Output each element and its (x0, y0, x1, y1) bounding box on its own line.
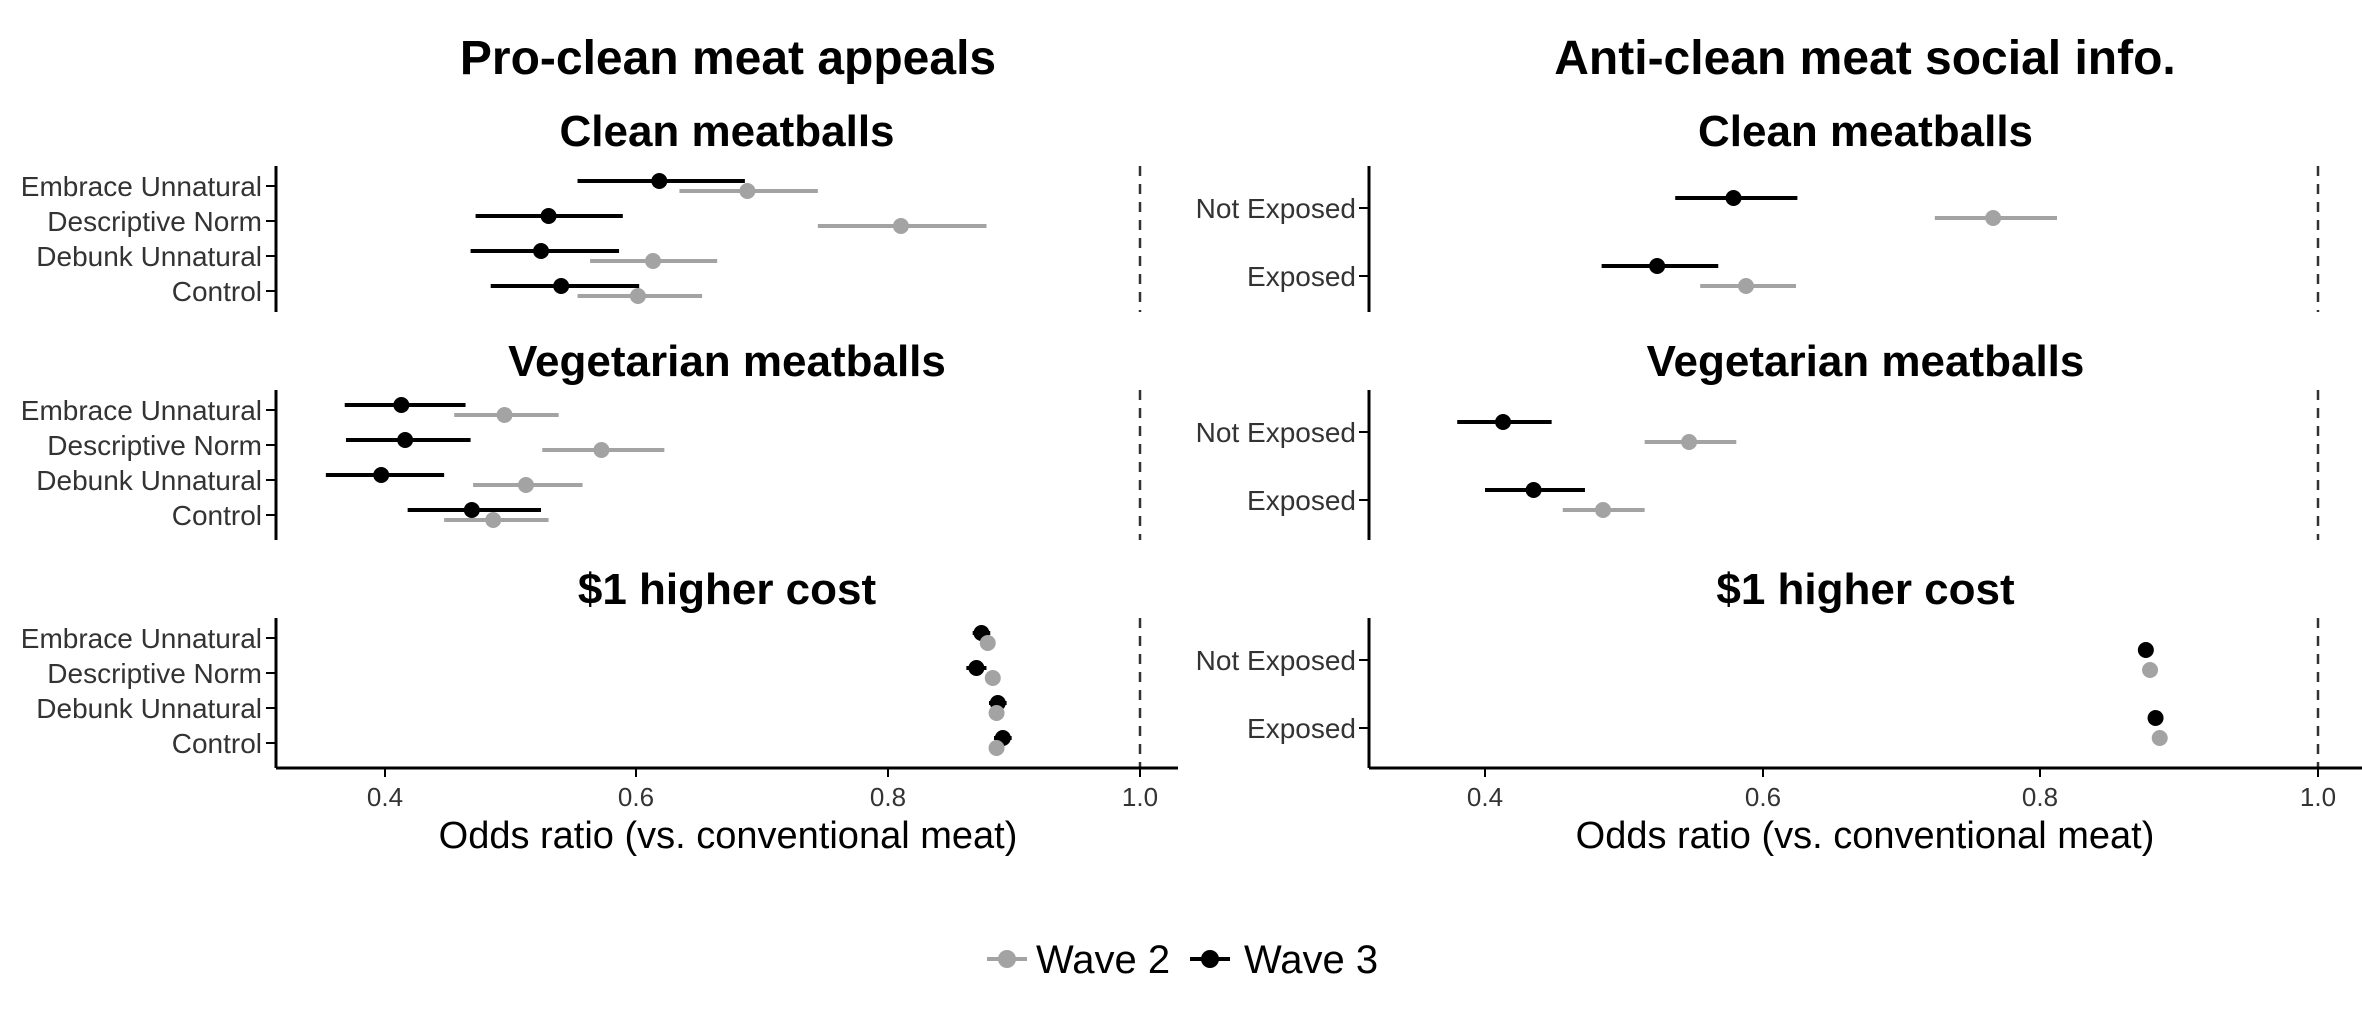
left-category-label: Control (172, 276, 262, 307)
right-category-label: Not Exposed (1196, 193, 1356, 224)
left-panel-2: Vegetarian meatballs Embrace Unnatural Des… (21, 337, 1142, 540)
left-category-label: Embrace Unnatural (21, 623, 262, 654)
right-panel-title: $1 higher cost (1716, 565, 2015, 614)
legend-wave3-marker (1201, 950, 1219, 968)
right-x-tick-label: 0.8 (2022, 782, 2058, 812)
right-panel-title: Vegetarian meatballs (1647, 337, 2085, 386)
wave3-point (651, 173, 668, 189)
right-x-tick-label: 1.0 (2300, 782, 2336, 812)
right-category-label: Not Exposed (1196, 417, 1356, 448)
right-panel-title: Clean meatballs (1698, 107, 2033, 156)
left-x-tick-label: 0.6 (618, 782, 654, 812)
left-category-label: Descriptive Norm (47, 658, 262, 689)
legend: Wave 2 Wave 3 (987, 938, 1378, 982)
wave2-point (1595, 502, 1612, 518)
right-column-title: Anti-clean meat social info. (1554, 32, 2175, 85)
wave3-point (2147, 710, 2164, 726)
wave3-point (2137, 642, 2154, 658)
legend-wave2-marker (998, 950, 1016, 968)
left-panel-title: $1 higher cost (578, 565, 877, 614)
right-x-tick-label: 0.4 (1467, 782, 1503, 812)
legend-wave3-label: Wave 3 (1244, 938, 1378, 982)
right-x-axis-title: Odds ratio (vs. conventional meat) (1576, 815, 2155, 857)
wave2-point (739, 183, 756, 199)
left-column-title: Pro-clean meat appeals (460, 32, 996, 85)
left-x-tick-label: 0.8 (870, 782, 906, 812)
wave3-point (968, 660, 985, 676)
legend-wave2-label: Wave 2 (1036, 938, 1170, 982)
right-panel-1: Clean meatballs Not Exposed Exposed (1196, 107, 2320, 312)
wave3-point (553, 278, 570, 294)
left-panel-title: Vegetarian meatballs (508, 337, 946, 386)
wave3-point (540, 208, 557, 224)
left-category-label: Embrace Unnatural (21, 171, 262, 202)
wave3-point (393, 397, 410, 413)
right-category-label: Exposed (1247, 261, 1356, 292)
right-panel-3: $1 higher cost Not Exposed Exposed 0.4 0.6 0.… (1196, 565, 2362, 812)
right-category-label: Not Exposed (1196, 645, 1356, 676)
left-x-tick-label: 1.0 (1122, 782, 1158, 812)
wave2-point (2142, 662, 2159, 678)
left-category-label: Descriptive Norm (47, 206, 262, 237)
wave2-point (979, 635, 996, 651)
left-category-label: Control (172, 728, 262, 759)
wave2-point (988, 740, 1005, 756)
right-x-tick-label: 0.6 (1745, 782, 1781, 812)
right-category-label: Exposed (1247, 485, 1356, 516)
left-panel-3: $1 higher cost Embrace Unnatural Descripti… (21, 565, 1178, 812)
left-category-label: Debunk Unnatural (36, 693, 262, 724)
wave2-point (645, 253, 662, 269)
wave3-point (1525, 482, 1542, 498)
chart-marks: Clean meatballs Embrace Unnatural Descript… (21, 107, 2362, 812)
wave2-point (485, 512, 502, 528)
wave3-point (533, 243, 550, 259)
wave2-point (1738, 278, 1755, 294)
wave2-point (1985, 210, 2002, 226)
left-category-label: Debunk Unnatural (36, 465, 262, 496)
right-panel-2: Vegetarian meatballs Not Exposed Exposed (1196, 337, 2320, 540)
wave2-point (629, 288, 646, 304)
left-x-tick-label: 0.4 (367, 782, 403, 812)
wave3-point (1649, 258, 1666, 274)
wave3-point (397, 432, 414, 448)
wave2-point (517, 477, 534, 493)
right-category-label: Exposed (1247, 713, 1356, 744)
left-category-label: Control (172, 500, 262, 531)
left-category-label: Embrace Unnatural (21, 395, 262, 426)
wave3-point (1495, 414, 1512, 430)
wave3-point (373, 467, 390, 483)
wave2-point (984, 670, 1001, 686)
left-panel-title: Clean meatballs (559, 107, 894, 156)
left-category-label: Debunk Unnatural (36, 241, 262, 272)
wave2-point (892, 218, 909, 234)
wave2-point (496, 407, 513, 423)
wave3-point (1725, 190, 1742, 206)
wave2-point (593, 442, 610, 458)
wave2-point (1681, 434, 1698, 450)
left-x-axis-title: Odds ratio (vs. conventional meat) (439, 815, 1018, 857)
wave2-point (988, 705, 1005, 721)
left-category-label: Descriptive Norm (47, 430, 262, 461)
wave3-point (463, 502, 480, 518)
wave2-point (2151, 730, 2168, 746)
left-panel-1: Clean meatballs Embrace Unnatural Descript… (21, 107, 1142, 312)
